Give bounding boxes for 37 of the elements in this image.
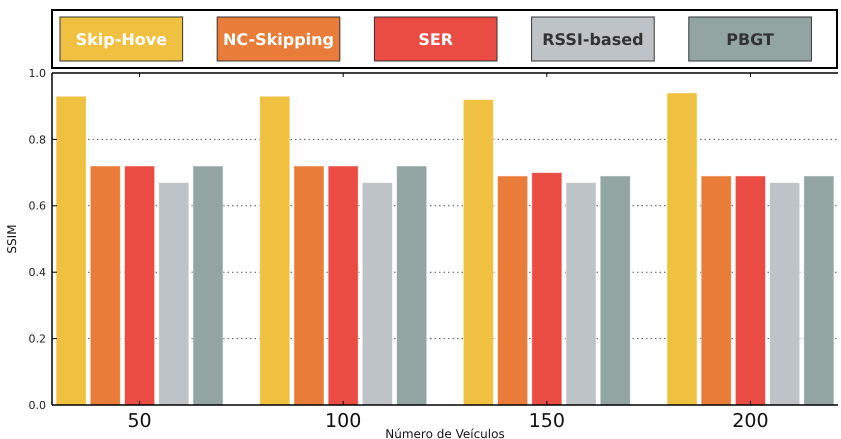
bar [259, 96, 290, 406]
x-axis-title: Número de Veículos [385, 427, 505, 439]
bar [734, 175, 766, 406]
bar [803, 175, 834, 406]
bar [362, 182, 393, 406]
bar [531, 172, 562, 406]
bar [124, 165, 156, 406]
bar [158, 182, 190, 406]
text: Skip-Hove [76, 30, 168, 49]
bar [90, 165, 121, 406]
y-tick-label: 0.6 [28, 200, 46, 213]
y-tick-label: 0.4 [28, 266, 46, 280]
bar [293, 165, 325, 406]
bar [192, 165, 224, 406]
x-tick-label: 150 [528, 410, 565, 432]
text: RSSI-based [542, 30, 644, 49]
bar [769, 182, 800, 406]
text: SER [418, 30, 454, 49]
y-axis-title: SSIM [5, 224, 19, 254]
text: PBGT [726, 30, 774, 49]
bar [666, 92, 698, 406]
bar [328, 165, 359, 406]
bar [700, 175, 732, 406]
y-tick-label: 0.0 [28, 398, 46, 412]
bar [600, 175, 631, 406]
y-tick-label: 0.8 [28, 133, 46, 146]
text: NC-Skipping [222, 30, 334, 49]
bar [462, 99, 494, 406]
bar [56, 96, 87, 406]
y-tick-label: 0.2 [28, 332, 46, 346]
x-tick-label: 50 [127, 410, 152, 432]
bar [497, 175, 528, 406]
y-tick-label: 1.0 [28, 66, 46, 80]
x-tick-label: 100 [325, 410, 362, 432]
bar [565, 182, 597, 406]
bar [396, 165, 428, 406]
x-tick-label: 200 [732, 410, 769, 432]
